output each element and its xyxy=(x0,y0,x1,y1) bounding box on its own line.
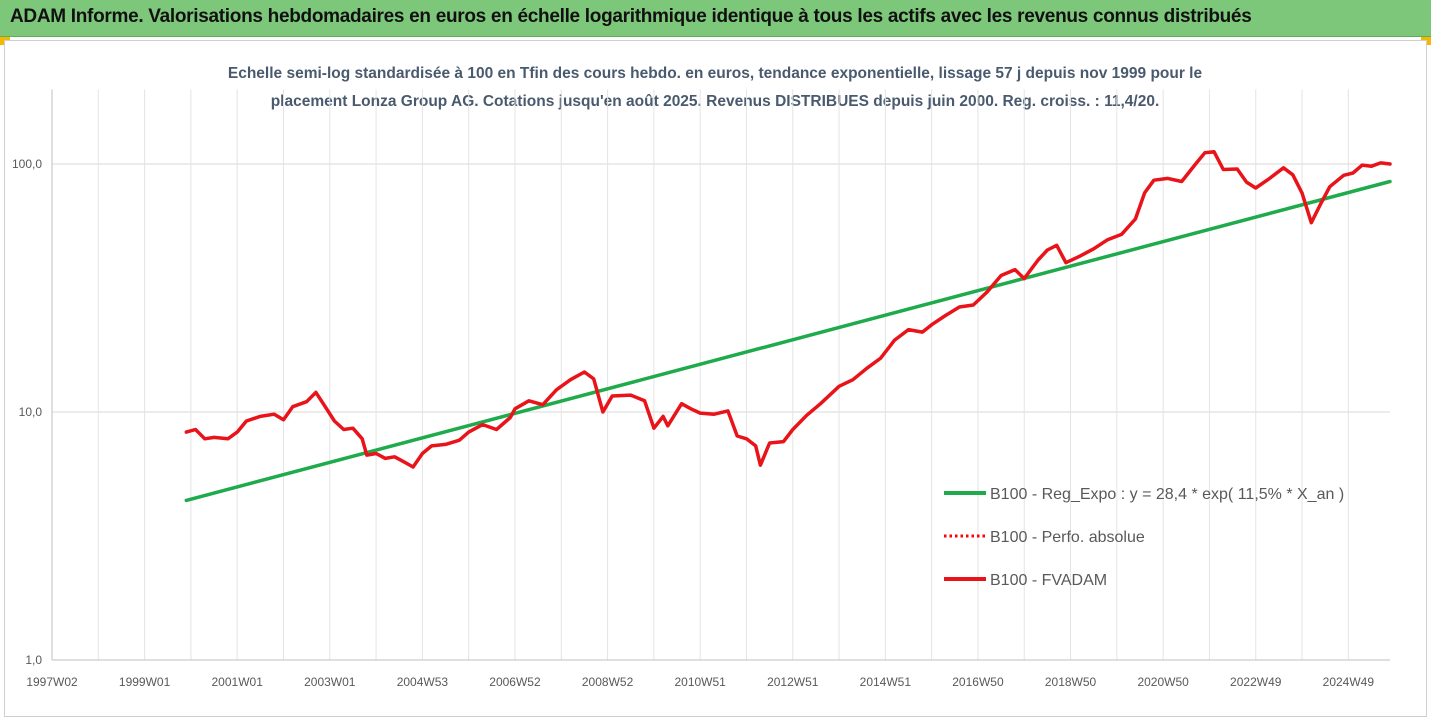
legend-label: B100 - FVADAM xyxy=(990,572,1107,589)
x-tick-label: 2024W49 xyxy=(1323,675,1375,689)
legend-label: B100 - Perfo. absolue xyxy=(990,529,1145,546)
series-line-0 xyxy=(184,179,1392,503)
y-tick-label: 10,0 xyxy=(19,405,43,419)
x-tick-label: 2004W53 xyxy=(397,675,449,689)
x-tick-label: 2016W50 xyxy=(952,675,1004,689)
banner-title: ADAM Informe. Valorisations hebdomadaire… xyxy=(10,6,1252,27)
chart-area xyxy=(4,40,1427,717)
x-tick-label: 2001W01 xyxy=(212,675,264,689)
x-tick-label: 1997W02 xyxy=(26,675,78,689)
x-tick-label: 1999W01 xyxy=(119,675,171,689)
x-tick-label: 2020W50 xyxy=(1137,675,1189,689)
y-tick-label: 100,0 xyxy=(12,157,42,171)
legend-label: B100 - Reg_Expo : y = 28,4 * exp( 11,5% … xyxy=(990,486,1344,503)
x-tick-label: 2022W49 xyxy=(1230,675,1282,689)
x-tick-label: 2018W50 xyxy=(1045,675,1097,689)
x-tick-label: 2006W52 xyxy=(489,675,541,689)
x-tick-label: 2012W51 xyxy=(767,675,819,689)
chart-subtitle-line-1: Echelle semi-log standardisée à 100 en T… xyxy=(227,65,1203,82)
chart-subtitle-line-2: placement Lonza Group AG. Cotations jusq… xyxy=(270,93,1160,110)
x-tick-label: 2008W52 xyxy=(582,675,634,689)
title-banner: ADAM Informe. Valorisations hebdomadaire… xyxy=(0,0,1431,37)
y-tick-label: 1,0 xyxy=(25,653,42,667)
series-line-2 xyxy=(184,150,1392,469)
x-tick-label: 2003W01 xyxy=(304,675,356,689)
x-tick-label: 2010W51 xyxy=(674,675,726,689)
x-tick-label: 2014W51 xyxy=(860,675,912,689)
